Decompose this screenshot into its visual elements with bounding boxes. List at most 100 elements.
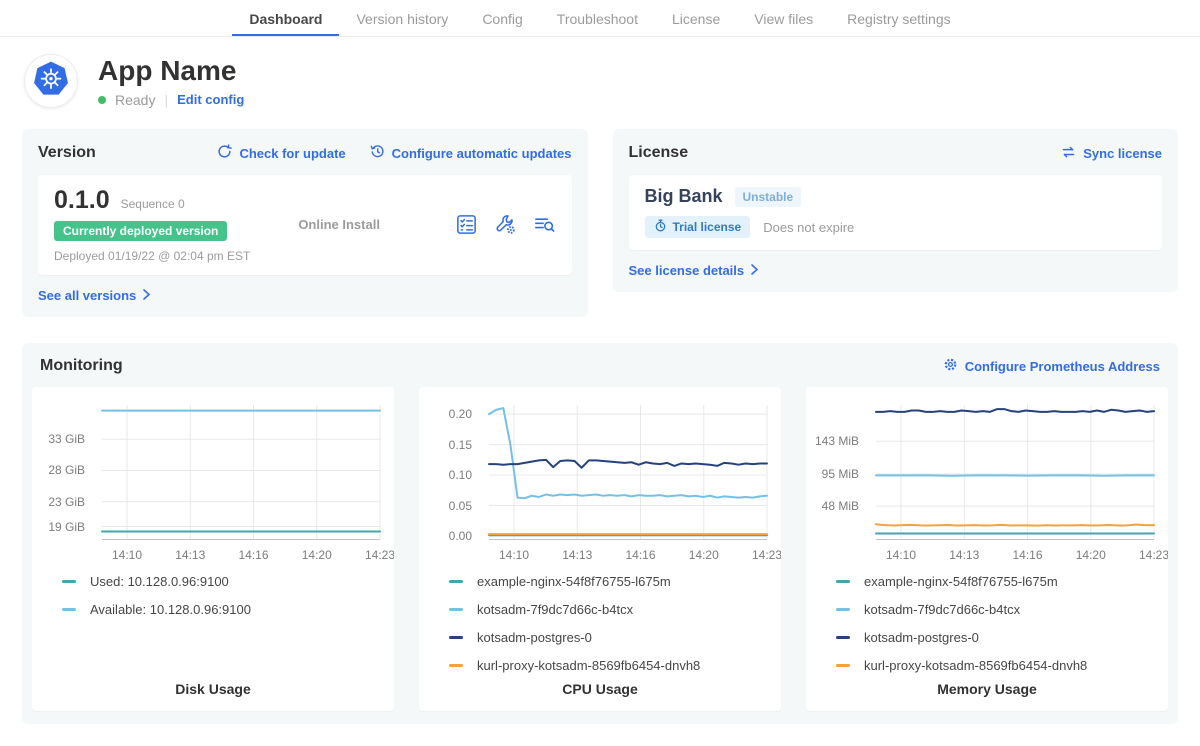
refresh-icon [217, 144, 232, 162]
y-axis-tick-label: 143 MiB [815, 434, 859, 448]
preflight-checklist-icon[interactable] [455, 213, 478, 236]
chevron-right-icon [143, 288, 150, 303]
chevron-right-icon [751, 263, 758, 278]
legend-item: Used: 10.128.0.96:9100 [62, 574, 386, 589]
x-axis-tick-label: 14:10 [499, 548, 529, 562]
y-axis-tick-label: 19 GiB [48, 520, 85, 534]
tab-registry-settings[interactable]: Registry settings [830, 0, 967, 36]
sync-arrows-icon [1061, 145, 1076, 162]
divider: | [164, 92, 168, 108]
legend-swatch [62, 580, 76, 583]
x-axis-tick-label: 14:23 [1139, 548, 1168, 562]
legend-swatch [836, 580, 850, 583]
x-axis-tick-label: 14:10 [112, 548, 142, 562]
legend-label: Available: 10.128.0.96:9100 [90, 602, 251, 617]
tab-view-files[interactable]: View files [737, 0, 830, 36]
license-panel: License Sync license Big Bank Unstable [613, 129, 1179, 292]
legend-label: kurl-proxy-kotsadm-8569fb6454-dnvh8 [477, 658, 700, 673]
memory-usage-plot: 48 MiB95 MiB143 MiB [876, 405, 1154, 540]
legend-label: kurl-proxy-kotsadm-8569fb6454-dnvh8 [864, 658, 1087, 673]
legend-swatch [449, 608, 463, 611]
status-text: Ready [115, 92, 155, 108]
deployed-timestamp: Deployed 01/19/22 @ 02:04 pm EST [54, 249, 250, 263]
x-axis-tick-label: 14:16 [238, 548, 268, 562]
license-card: Big Bank Unstable Trial license Does not… [629, 175, 1163, 250]
configure-prometheus-link[interactable]: Configure Prometheus Address [943, 357, 1160, 375]
clock-update-icon [370, 144, 385, 162]
disk-usage-plot: 19 GiB23 GiB28 GiB33 GiB [102, 405, 380, 540]
see-all-versions-link[interactable]: See all versions [38, 288, 572, 303]
disk-usage-chart-card: 19 GiB23 GiB28 GiB33 GiB 14:10 14:13 14:16… [32, 387, 394, 711]
chart-title: Disk Usage [40, 675, 386, 701]
legend-swatch [836, 636, 850, 639]
check-for-update-link[interactable]: Check for update [217, 144, 345, 162]
see-license-details-link[interactable]: See license details [629, 263, 1163, 278]
y-axis-tick-label: 95 MiB [822, 467, 859, 481]
legend-item: kotsadm-7f9dc7d66c-b4tcx [836, 602, 1160, 617]
app-logo [24, 54, 78, 108]
x-axis-tick-label: 14:13 [562, 548, 592, 562]
legend-swatch [449, 580, 463, 583]
x-axis-tick-label: 14:23 [365, 548, 394, 562]
legend-label: kotsadm-postgres-0 [864, 630, 979, 645]
legend-label: example-nginx-54f8f76755-l675m [864, 574, 1058, 589]
tab-config[interactable]: Config [465, 0, 539, 36]
license-panel-title: License [629, 144, 689, 162]
gear-icon [943, 357, 958, 375]
y-axis-tick-label: 0.10 [449, 468, 472, 482]
customer-name: Big Bank [645, 186, 723, 207]
x-axis-tick-label: 14:13 [175, 548, 205, 562]
status-dot [98, 96, 106, 104]
tab-dashboard[interactable]: Dashboard [232, 0, 339, 36]
tab-troubleshoot[interactable]: Troubleshoot [540, 0, 655, 36]
config-wrench-icon[interactable] [494, 213, 517, 236]
y-axis-tick-label: 28 GiB [48, 463, 85, 477]
x-axis-tick-label: 14:16 [625, 548, 655, 562]
view-files-search-icon[interactable] [533, 213, 556, 236]
legend-item: example-nginx-54f8f76755-l675m [449, 574, 773, 589]
edit-config-link[interactable]: Edit config [177, 92, 244, 107]
legend-item: kurl-proxy-kotsadm-8569fb6454-dnvh8 [449, 658, 773, 673]
configure-automatic-updates-link[interactable]: Configure automatic updates [370, 144, 572, 162]
deployed-badge: Currently deployed version [54, 221, 227, 241]
chart-title: Memory Usage [814, 675, 1160, 701]
legend-swatch [449, 636, 463, 639]
tab-version-history[interactable]: Version history [339, 0, 465, 36]
y-axis-tick-label: 0.00 [449, 529, 472, 543]
monitoring-title: Monitoring [40, 357, 123, 375]
x-axis-tick-label: 14:20 [302, 548, 332, 562]
install-type: Online Install [250, 217, 454, 232]
legend-item: example-nginx-54f8f76755-l675m [836, 574, 1160, 589]
version-sequence: Sequence 0 [121, 197, 185, 211]
legend-item: Available: 10.128.0.96:9100 [62, 602, 386, 617]
trial-license-badge: Trial license [645, 216, 751, 238]
memory-usage-chart-card: 48 MiB95 MiB143 MiB 14:1014:1314:1614:20… [806, 387, 1168, 711]
legend-swatch [62, 608, 76, 611]
cpu-usage-plot: 0.000.050.100.150.20 [489, 405, 767, 540]
legend-item: kotsadm-postgres-0 [449, 630, 773, 645]
x-axis-tick-label: 14:20 [689, 548, 719, 562]
chart-title: CPU Usage [427, 675, 773, 701]
legend-label: kotsadm-7f9dc7d66c-b4tcx [477, 602, 633, 617]
legend-swatch [836, 664, 850, 667]
tab-license[interactable]: License [655, 0, 737, 36]
cpu-usage-chart-card: 0.000.050.100.150.20 14:10 14:13 14:16 14:2… [419, 387, 781, 711]
legend-swatch [449, 664, 463, 667]
y-axis-tick-label: 0.05 [449, 499, 472, 513]
legend-label: kotsadm-postgres-0 [477, 630, 592, 645]
top-nav: Dashboard Version history Config Trouble… [0, 0, 1200, 37]
x-axis-tick-label: 14:13 [949, 548, 979, 562]
legend-item: kotsadm-postgres-0 [836, 630, 1160, 645]
y-axis-tick-label: 48 MiB [822, 499, 859, 513]
sync-license-link[interactable]: Sync license [1061, 145, 1162, 162]
channel-badge: Unstable [735, 187, 802, 207]
x-axis-tick-label: 14:20 [1076, 548, 1106, 562]
legend-label: example-nginx-54f8f76755-l675m [477, 574, 671, 589]
page-title: App Name [98, 55, 244, 87]
legend-label: Used: 10.128.0.96:9100 [90, 574, 229, 589]
stopwatch-icon [654, 219, 667, 235]
x-axis-tick-label: 14:16 [1012, 548, 1042, 562]
y-axis-tick-label: 23 GiB [48, 495, 85, 509]
y-axis-tick-label: 0.20 [449, 407, 472, 421]
x-axis-tick-label: 14:10 [886, 548, 916, 562]
